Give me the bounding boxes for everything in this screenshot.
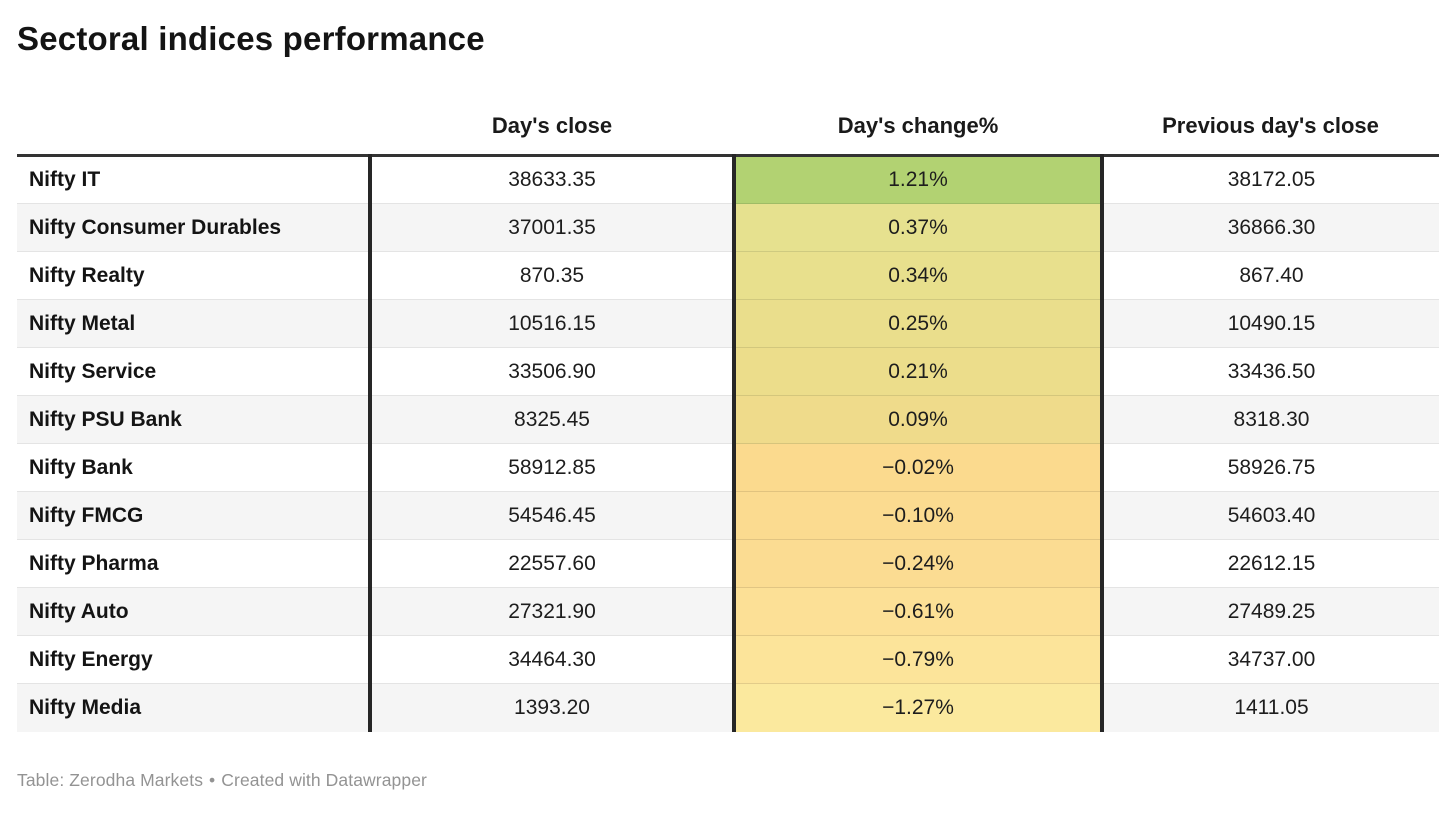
days-close-cell: 54546.45: [368, 491, 734, 541]
prev-close-cell: 10490.15: [1102, 299, 1439, 349]
days-change-heat-cell: −0.02%: [732, 443, 1104, 493]
index-name-cell: Nifty Auto: [17, 587, 370, 637]
days-change-heat-cell: 0.21%: [732, 347, 1104, 397]
days-close-cell: 58912.85: [368, 443, 734, 493]
column-header-days-change: Day's change%: [837, 113, 999, 139]
prev-close-cell: 27489.25: [1102, 587, 1439, 637]
footer-source-label: Table:: [17, 769, 70, 790]
days-close-cell: 870.35: [368, 251, 734, 301]
days-close-cell: 10516.15: [368, 299, 734, 349]
index-name-cell: Nifty Service: [17, 347, 370, 397]
days-close-cell: 8325.45: [368, 395, 734, 445]
footer: Table: Zerodha Markets • Created with Data…: [17, 770, 1439, 791]
table-header: Day's close Day's change% Previous day's…: [17, 60, 1439, 156]
column-header-days-close: Day's close: [491, 113, 613, 139]
table-row: Nifty Bank 58912.85 −0.02% 58926.75: [17, 443, 1439, 493]
column-header-index: [17, 60, 370, 156]
table-row: Nifty Pharma 22557.60 −0.24% 22612.15: [17, 539, 1439, 589]
table-row: Nifty Consumer Durables 37001.35 0.37% 3…: [17, 203, 1439, 253]
days-change-heat-cell: −1.27%: [732, 683, 1104, 732]
sectoral-indices-table: Day's close Day's change% Previous day's…: [17, 60, 1439, 732]
table-row: Nifty FMCG 54546.45 −0.10% 54603.40: [17, 491, 1439, 541]
index-name-cell: Nifty Media: [17, 683, 370, 732]
prev-close-cell: 54603.40: [1102, 491, 1439, 541]
footer-source-link[interactable]: Zerodha Markets: [69, 769, 204, 790]
column-header-prev-close: Previous day's close: [1162, 113, 1379, 139]
index-name-cell: Nifty Realty: [17, 251, 370, 301]
days-close-cell: 38633.35: [368, 155, 734, 205]
index-name-cell: Nifty Consumer Durables: [17, 203, 370, 253]
table-row: Nifty Energy 34464.30 −0.79% 34737.00: [17, 635, 1439, 685]
index-name-cell: Nifty Metal: [17, 299, 370, 349]
days-change-heat-cell: −0.24%: [732, 539, 1104, 589]
days-change-heat-cell: −0.10%: [732, 491, 1104, 541]
days-change-heat-cell: 0.09%: [732, 395, 1104, 445]
days-close-cell: 27321.90: [368, 587, 734, 637]
days-change-heat-cell: −0.61%: [732, 587, 1104, 637]
days-close-cell: 37001.35: [368, 203, 734, 253]
footer-separator: •: [209, 769, 216, 790]
table-row: Nifty Metal 10516.15 0.25% 10490.15: [17, 299, 1439, 349]
prev-close-cell: 8318.30: [1102, 395, 1439, 445]
days-close-cell: 34464.30: [368, 635, 734, 685]
prev-close-cell: 33436.50: [1102, 347, 1439, 397]
prev-close-cell: 22612.15: [1102, 539, 1439, 589]
days-change-heat-cell: 0.37%: [732, 203, 1104, 253]
table-row: Nifty Media 1393.20 −1.27% 1411.05: [17, 683, 1439, 732]
prev-close-cell: 58926.75: [1102, 443, 1439, 493]
index-name-cell: Nifty PSU Bank: [17, 395, 370, 445]
table-row: Nifty PSU Bank 8325.45 0.09% 8318.30: [17, 395, 1439, 445]
days-change-heat-cell: 0.34%: [732, 251, 1104, 301]
prev-close-cell: 38172.05: [1102, 155, 1439, 205]
table-row: Nifty Service 33506.90 0.21% 33436.50: [17, 347, 1439, 397]
prev-close-cell: 867.40: [1102, 251, 1439, 301]
table-body: Nifty IT 38633.35 1.21% 38172.05 Nifty C…: [17, 155, 1439, 732]
index-name-cell: Nifty Bank: [17, 443, 370, 493]
table-row: Nifty Auto 27321.90 −0.61% 27489.25: [17, 587, 1439, 637]
index-name-cell: Nifty Pharma: [17, 539, 370, 589]
prev-close-cell: 36866.30: [1102, 203, 1439, 253]
days-close-cell: 1393.20: [368, 683, 734, 732]
page-title: Sectoral indices performance: [17, 20, 485, 57]
table-row: Nifty IT 38633.35 1.21% 38172.05: [17, 155, 1439, 205]
index-name-cell: Nifty Energy: [17, 635, 370, 685]
days-close-cell: 33506.90: [368, 347, 734, 397]
days-close-cell: 22557.60: [368, 539, 734, 589]
footer-attribution-link[interactable]: Created with Datawrapper: [221, 769, 427, 790]
days-change-heat-cell: 1.21%: [732, 155, 1104, 205]
prev-close-cell: 34737.00: [1102, 635, 1439, 685]
days-change-heat-cell: 0.25%: [732, 299, 1104, 349]
table-row: Nifty Realty 870.35 0.34% 867.40: [17, 251, 1439, 301]
index-name-cell: Nifty IT: [17, 155, 370, 205]
prev-close-cell: 1411.05: [1102, 683, 1439, 732]
index-name-cell: Nifty FMCG: [17, 491, 370, 541]
days-change-heat-cell: −0.79%: [732, 635, 1104, 685]
